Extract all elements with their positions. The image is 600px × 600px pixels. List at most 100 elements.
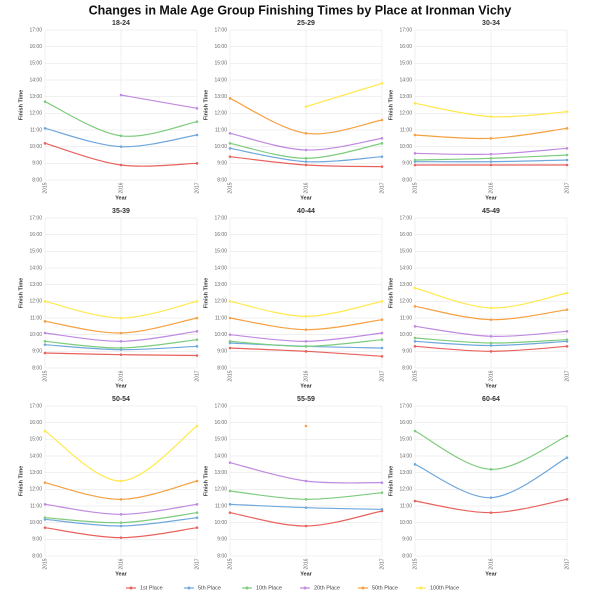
data-point [304,315,308,318]
x-tick-label: 2017 [194,370,200,381]
y-tick-label: 10:00 [29,520,42,526]
y-tick-label: 11:00 [215,127,227,133]
y-tick-label: 9:00 [32,349,42,355]
x-axis-label: Year [300,195,312,201]
y-tick-label: 12:00 [214,487,227,493]
panel-title: 40-44 [297,208,315,215]
y-tick-label: 13:00 [399,470,412,476]
y-tick-label: 15:00 [29,437,42,443]
y-tick-label: 10:00 [214,520,227,526]
y-tick-label: 12:00 [399,111,412,117]
y-tick-label: 8:00 [402,553,412,559]
legend-marker [129,586,133,590]
legend-label: 50th Place [372,585,398,591]
data-point [489,160,493,163]
data-point [380,491,384,494]
data-point [489,163,493,167]
legend-label: 100th Place [430,585,459,591]
y-tick-label: 11:00 [400,315,412,321]
x-axis-label: Year [485,195,497,201]
data-point [304,340,308,343]
y-tick-label: 8:00 [402,177,412,183]
data-point [413,102,417,105]
data-point [195,300,199,303]
data-point [228,132,232,135]
y-axis-label: Finish Time [18,466,24,496]
data-point [380,82,384,85]
y-tick-label: 13:00 [214,94,227,100]
data-point [119,340,123,343]
data-point [380,137,384,140]
data-point [413,429,417,433]
data-point [43,343,47,346]
data-point [119,524,123,528]
y-tick-label: 16:00 [29,232,42,238]
y-tick-label: 11:00 [215,315,227,321]
y-tick-label: 11:00 [215,503,227,509]
data-point [228,142,232,145]
data-point [119,93,123,97]
y-tick-label: 8:00 [217,177,227,183]
data-point [228,316,232,320]
data-point [565,153,569,157]
data-point [43,516,47,519]
data-point [195,526,199,529]
data-point [228,489,232,493]
x-tick-label: 2016 [303,370,309,381]
x-tick-label: 2015 [412,182,418,193]
data-point [43,100,47,103]
data-point [380,318,384,321]
data-point [413,345,417,348]
data-point [119,331,123,335]
data-point [489,335,493,338]
y-tick-label: 9:00 [217,161,227,167]
y-tick-label: 10:00 [29,144,42,150]
data-point [304,479,308,483]
data-point [565,163,569,167]
y-tick-label: 17:00 [29,215,42,221]
data-point [304,157,308,160]
x-tick-label: 2016 [303,558,309,569]
x-tick-label: 2016 [303,182,309,193]
data-point [565,345,569,348]
y-tick-label: 16:00 [214,44,227,50]
data-point [304,328,308,331]
x-tick-label: 2016 [488,370,494,381]
data-point [119,479,123,483]
y-tick-label: 9:00 [402,161,412,167]
data-point [43,300,47,303]
data-point [119,145,123,148]
data-point [228,503,232,506]
y-tick-label: 10:00 [399,332,412,338]
series-line [305,82,383,108]
data-point [380,155,384,158]
x-tick-label: 2015 [227,558,233,569]
data-point [195,162,199,165]
data-point [304,498,308,501]
data-point [380,355,384,358]
data-point [228,340,232,343]
data-point [228,346,232,350]
panel-title: 60-64 [482,396,500,403]
data-point [119,353,123,356]
y-tick-label: 15:00 [399,61,412,67]
x-tick-label: 2017 [379,370,385,381]
data-point [304,524,308,528]
data-point [228,461,232,464]
y-tick-label: 12:00 [29,299,42,305]
data-point [380,346,384,350]
y-tick-label: 17:00 [29,403,42,409]
panel-title: 45-49 [482,208,500,215]
data-point [565,158,569,162]
data-point [195,503,199,506]
data-point [489,468,493,471]
data-point [119,498,123,501]
y-tick-label: 17:00 [399,215,412,221]
y-tick-label: 16:00 [399,232,412,238]
data-point [43,340,47,343]
data-point [489,157,493,160]
data-point [195,345,199,348]
y-tick-label: 13:00 [214,470,227,476]
y-tick-label: 14:00 [214,77,227,83]
x-tick-label: 2015 [412,558,418,569]
